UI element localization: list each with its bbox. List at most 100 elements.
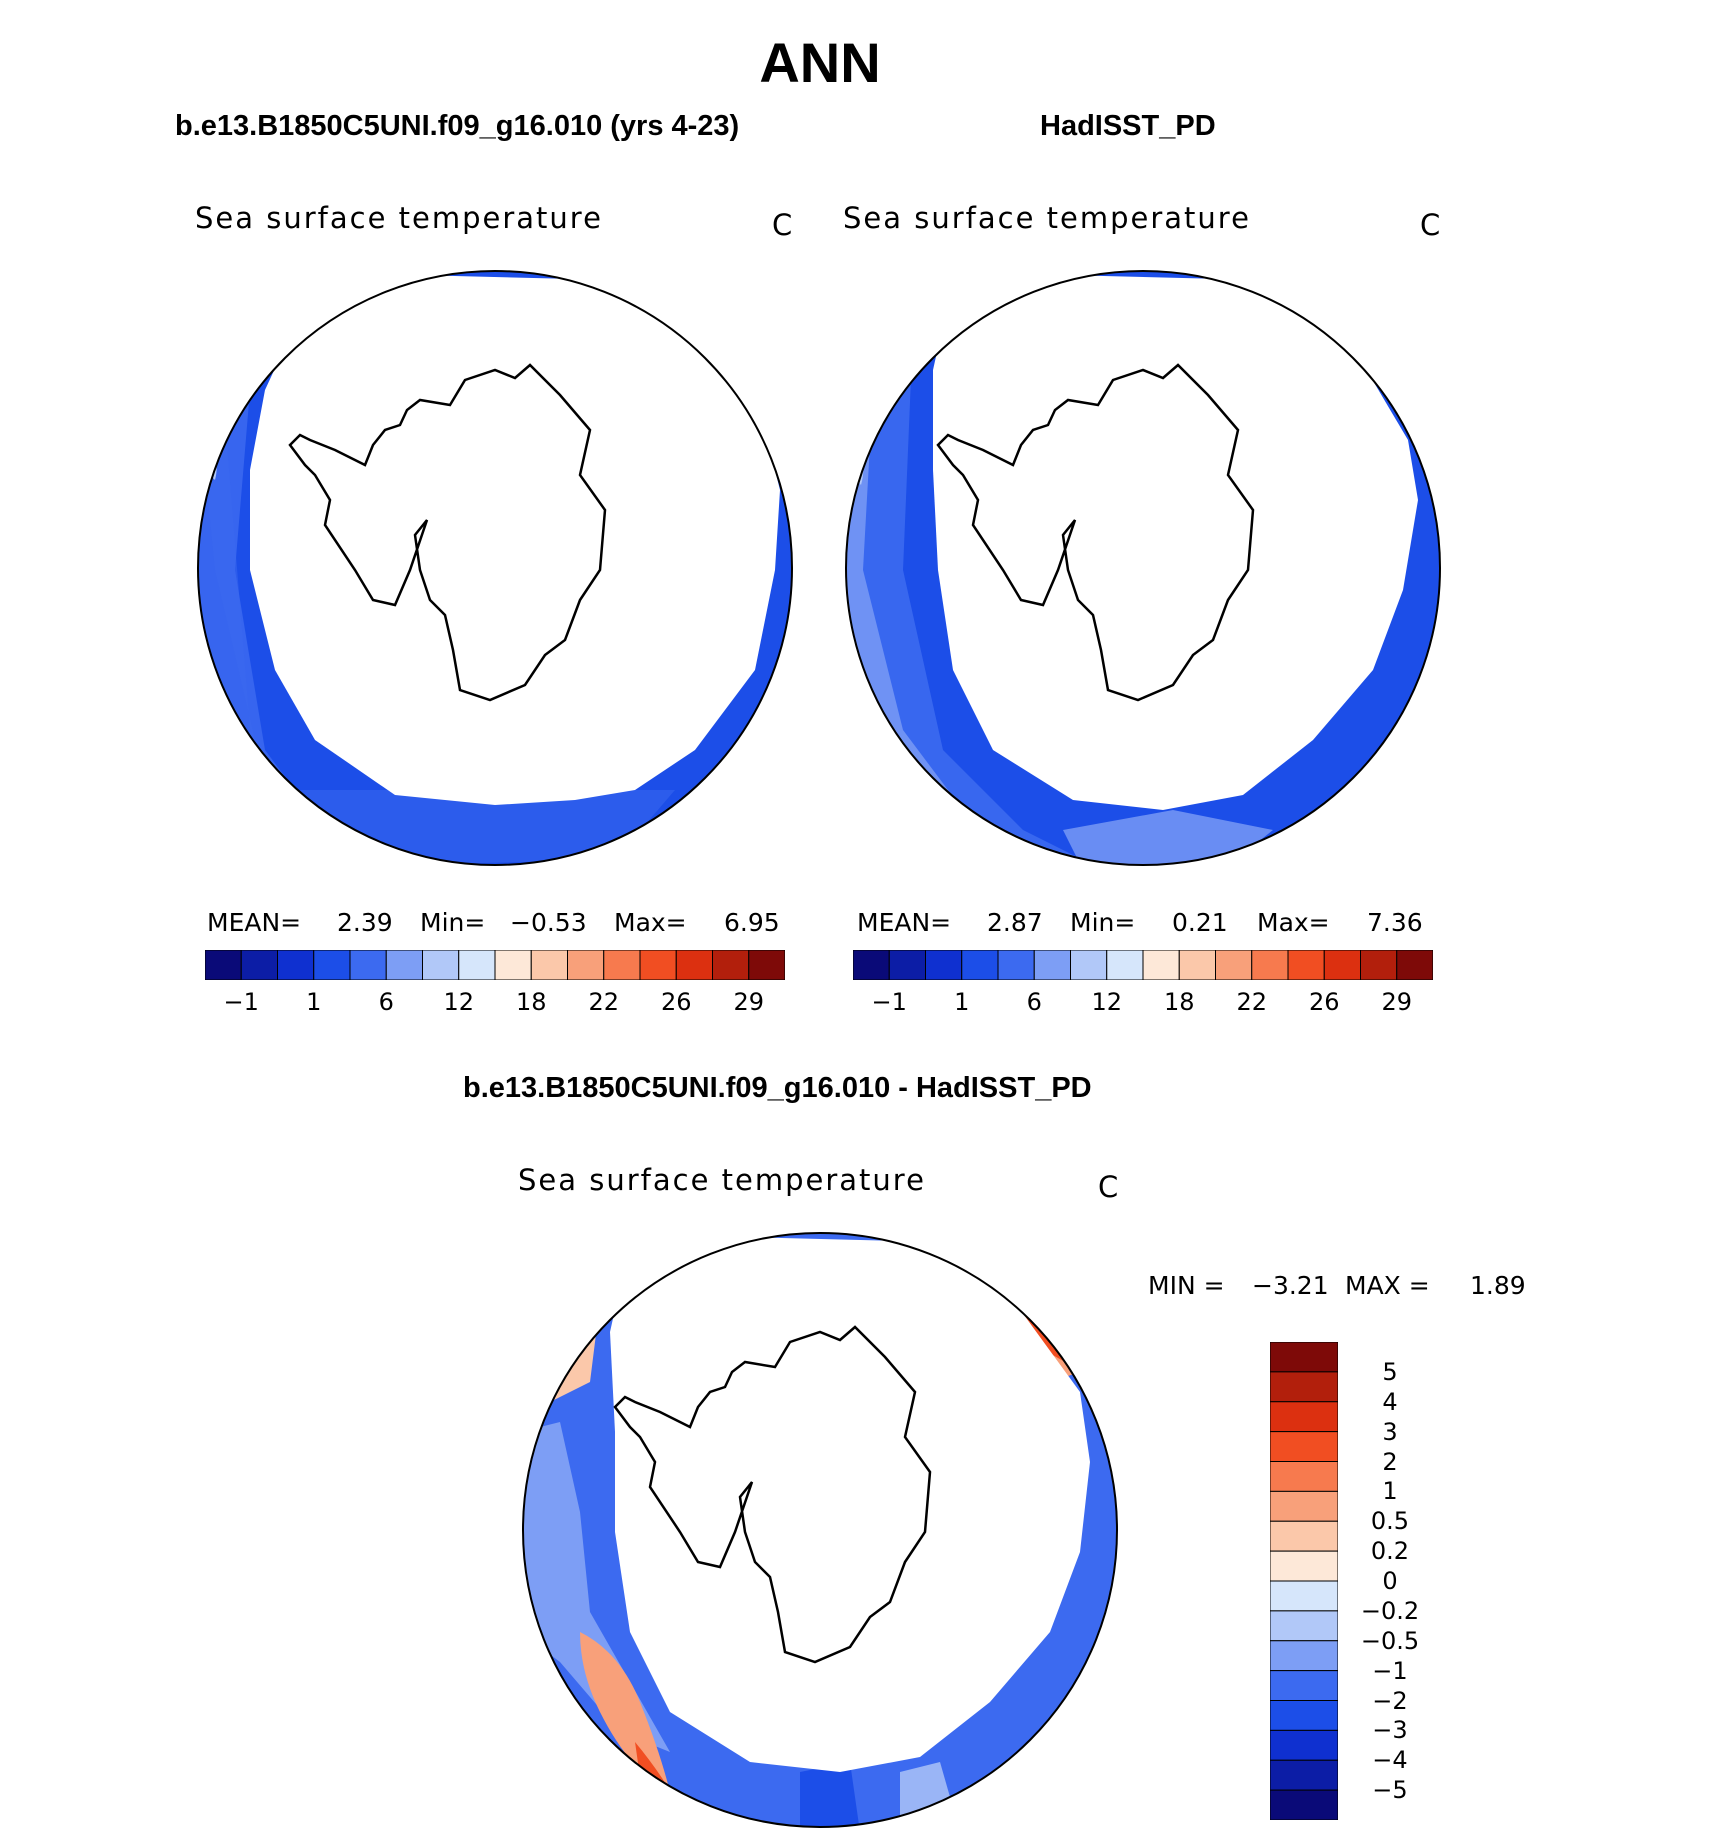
colorbar-swatch <box>1270 1729 1338 1761</box>
colorbar-swatch <box>1270 1550 1338 1582</box>
positive-anomaly <box>580 1632 670 1792</box>
colorbar-swatch <box>1106 950 1144 980</box>
colorbar-tick-label: 5 <box>1382 1357 1398 1386</box>
colorbar-swatch <box>240 950 278 980</box>
colorbar-swatch <box>1251 950 1289 980</box>
colorbar-tick-label: 26 <box>660 988 692 1016</box>
colorbar-swatch <box>1070 950 1108 980</box>
colorbar-swatch <box>1270 1371 1338 1403</box>
colorbar-swatch <box>277 950 315 980</box>
colorbar-tick-label: −1 <box>871 988 907 1016</box>
colorbar-tick-label: −2 <box>1372 1686 1408 1715</box>
panel3-max-label: MAX = <box>1345 1271 1430 1300</box>
colorbar-swatch <box>530 950 568 980</box>
colorbar-tick-label: 0.2 <box>1370 1537 1410 1566</box>
colorbar-tick-label: 0 <box>1382 1567 1398 1595</box>
sea-ice-mask <box>610 1237 1090 1772</box>
colorbar-swatch <box>639 950 677 980</box>
colorbar-swatch <box>748 950 785 980</box>
panel2-max-label: Max= <box>1257 908 1330 937</box>
panel2-min-value: 0.21 <box>1172 908 1228 937</box>
colorbar-swatch <box>494 950 532 980</box>
panel3-max-value: 1.89 <box>1470 1271 1526 1300</box>
sea-ice-mask <box>250 275 780 805</box>
colorbar-swatch <box>1270 1759 1338 1791</box>
map-boundary <box>197 270 793 866</box>
colorbar-tick-label: 26 <box>1308 988 1340 1016</box>
colorbar-swatch <box>385 950 423 980</box>
colorbar-tick-label: 1 <box>954 988 970 1016</box>
colorbar-swatch <box>961 950 999 980</box>
colorbar-tick-label: 22 <box>1236 988 1268 1016</box>
panel3-min-value: −3.21 <box>1252 1271 1329 1300</box>
panel3-subtitle: b.e13.B1850C5UNI.f09_g16.010 - HadISST_P… <box>463 1072 1092 1104</box>
colorbar-swatch <box>1033 950 1071 980</box>
colorbar-tick-label: 18 <box>1163 988 1195 1016</box>
colorbar-swatch <box>422 950 460 980</box>
panel1-mean-label: MEAN= <box>207 908 302 937</box>
colorbar-tick-label: 29 <box>1381 988 1413 1016</box>
antarctica-coastline <box>288 363 607 702</box>
colorbar-tick-label: 22 <box>588 988 620 1016</box>
panel3-colorbar-ticks: 5 4 3 2 1 0.5 0.2 0 −0.2 −0.5 −1 −2 −3 −4 −5 <box>1345 1342 1435 1820</box>
colorbar-swatch <box>1270 1490 1338 1522</box>
colorbar-tick-label: −0.2 <box>1360 1596 1420 1625</box>
colorbar-swatch <box>888 950 926 980</box>
colorbar-swatch <box>853 950 890 980</box>
antarctica-coastline <box>613 1325 932 1664</box>
panel2-unit: C <box>1420 208 1441 242</box>
panel1-max-label: Max= <box>614 908 687 937</box>
colorbar-tick-label: −1 <box>1372 1656 1408 1685</box>
panel2-mean-value: 2.87 <box>987 908 1043 937</box>
colorbar-swatch <box>1270 1342 1338 1373</box>
panel1-label: Sea surface temperature <box>195 201 603 235</box>
colorbar-tick-label: 0.5 <box>1370 1507 1410 1536</box>
colorbar-swatch <box>603 950 641 980</box>
colorbar-swatch <box>712 950 750 980</box>
colorbar-swatch <box>1270 1789 1338 1820</box>
panel1-min-value: −0.53 <box>510 908 587 937</box>
colorbar-swatch <box>1215 950 1253 980</box>
colorbar-tick-label: −0.5 <box>1360 1626 1420 1655</box>
colorbar-swatch <box>1178 950 1216 980</box>
colorbar-swatch <box>1270 1431 1338 1462</box>
colorbar-tick-label: 1 <box>306 988 322 1016</box>
colorbar-swatch <box>567 950 605 980</box>
panel2-subtitle: HadISST_PD <box>1040 110 1216 142</box>
panel2-min-label: Min= <box>1070 908 1136 937</box>
colorbar-swatch <box>1360 950 1398 980</box>
colorbar-swatch <box>997 950 1035 980</box>
panel2-max-value: 7.36 <box>1367 908 1423 937</box>
colorbar-tick-label: 18 <box>515 988 547 1016</box>
colorbar-swatch <box>1287 950 1325 980</box>
panel3-min-label: MIN = <box>1148 1271 1225 1300</box>
colorbar-tick-label: −4 <box>1372 1746 1408 1775</box>
colorbar-swatch <box>1270 1520 1338 1552</box>
colorbar-tick-label: −5 <box>1372 1776 1408 1805</box>
colorbar-tick-label: 12 <box>443 988 475 1016</box>
panel1-unit: C <box>772 208 793 242</box>
colorbar-swatch <box>313 950 351 980</box>
panel1-subtitle: b.e13.B1850C5UNI.f09_g16.010 (yrs 4-23) <box>175 110 740 142</box>
colorbar-tick-label: 29 <box>733 988 765 1016</box>
map-boundary <box>522 1232 1118 1828</box>
panel2-polar-map <box>845 270 1441 866</box>
panel2-colorbar-ticks: −1 1 6 12 18 22 26 29 <box>853 988 1433 1018</box>
colorbar-swatch <box>1323 950 1361 980</box>
colorbar-swatch <box>1142 950 1180 980</box>
colorbar-swatch <box>1270 1640 1338 1672</box>
map-boundary <box>845 270 1441 866</box>
colorbar-tick-label: −3 <box>1372 1716 1408 1745</box>
colorbar-swatch <box>1270 1610 1338 1642</box>
colorbar-tick-label: 3 <box>1382 1417 1398 1446</box>
colorbar-swatch <box>1396 950 1433 980</box>
colorbar-tick-label: 1 <box>1382 1477 1398 1506</box>
panel3-unit: C <box>1098 1170 1119 1204</box>
colorbar-swatch <box>1270 1670 1338 1701</box>
sea-ice-mask <box>933 275 1418 810</box>
panel3-colorbar <box>1270 1342 1338 1820</box>
colorbar-tick-label: 4 <box>1382 1387 1398 1416</box>
colorbar-swatch <box>1270 1580 1338 1612</box>
colorbar-swatch <box>205 950 242 980</box>
colorbar-tick-label: 2 <box>1382 1447 1398 1476</box>
